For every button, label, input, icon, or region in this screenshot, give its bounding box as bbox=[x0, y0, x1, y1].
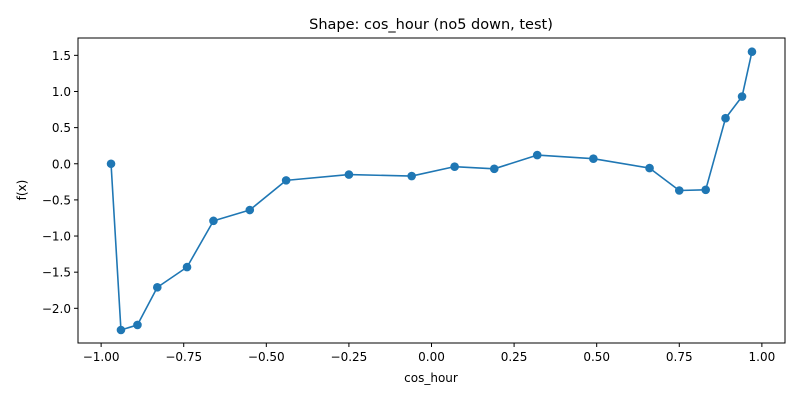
x-tick-label: −0.75 bbox=[165, 350, 202, 364]
data-point bbox=[674, 186, 684, 195]
data-point bbox=[407, 171, 416, 181]
y-tick-label: −0.5 bbox=[42, 193, 71, 207]
x-tick-label: 0.50 bbox=[583, 350, 610, 364]
chart-title: Shape: cos_hour (no5 down, test) bbox=[309, 17, 553, 33]
x-tick-label: 0.00 bbox=[418, 350, 445, 364]
data-point bbox=[116, 325, 126, 335]
data-point bbox=[450, 162, 459, 171]
y-axis-title: f(x) bbox=[15, 180, 29, 201]
data-point bbox=[721, 113, 730, 123]
data-point bbox=[152, 283, 162, 292]
data-point bbox=[245, 205, 255, 215]
x-axis-title: cos_hour bbox=[404, 371, 458, 385]
y-tick-label: 0.5 bbox=[52, 121, 71, 135]
y-tick-label: −1.0 bbox=[42, 230, 71, 244]
x-tick-label: 1.00 bbox=[749, 350, 776, 364]
x-tick-label: −1.00 bbox=[83, 350, 120, 364]
data-point bbox=[532, 150, 542, 160]
y-tick-label: 1.5 bbox=[52, 49, 71, 63]
x-tick-label: −0.50 bbox=[248, 350, 285, 364]
data-point bbox=[747, 47, 757, 57]
data-point bbox=[645, 163, 654, 173]
y-tick-label: −1.5 bbox=[42, 266, 71, 280]
series-line bbox=[110, 51, 753, 331]
data-point bbox=[701, 185, 711, 195]
data-point bbox=[344, 170, 354, 179]
data-point bbox=[106, 159, 116, 169]
data-point bbox=[589, 154, 598, 163]
x-tick-label: 0.25 bbox=[501, 350, 528, 364]
data-point bbox=[281, 176, 291, 185]
y-tick-label: 0.0 bbox=[52, 157, 71, 171]
data-point bbox=[737, 92, 747, 101]
series-line-group bbox=[110, 51, 753, 331]
series-point-group bbox=[106, 47, 757, 335]
y-tick-label: 1.0 bbox=[52, 85, 71, 99]
data-point bbox=[182, 262, 192, 272]
x-tick-label: 0.75 bbox=[666, 350, 693, 364]
data-point bbox=[209, 216, 218, 226]
data-point bbox=[133, 320, 142, 330]
x-tick-label: −0.25 bbox=[331, 350, 368, 364]
y-axis: −2.0 −1.5 −1.0 −0.5 0.0 0.5 1.0 1.5 bbox=[42, 49, 78, 316]
data-point bbox=[489, 164, 499, 174]
y-tick-label: −2.0 bbox=[42, 302, 71, 316]
x-axis: −1.00 −0.75 −0.50 −0.25 0.00 0.25 0.50 0.75 1.00 bbox=[83, 343, 775, 364]
